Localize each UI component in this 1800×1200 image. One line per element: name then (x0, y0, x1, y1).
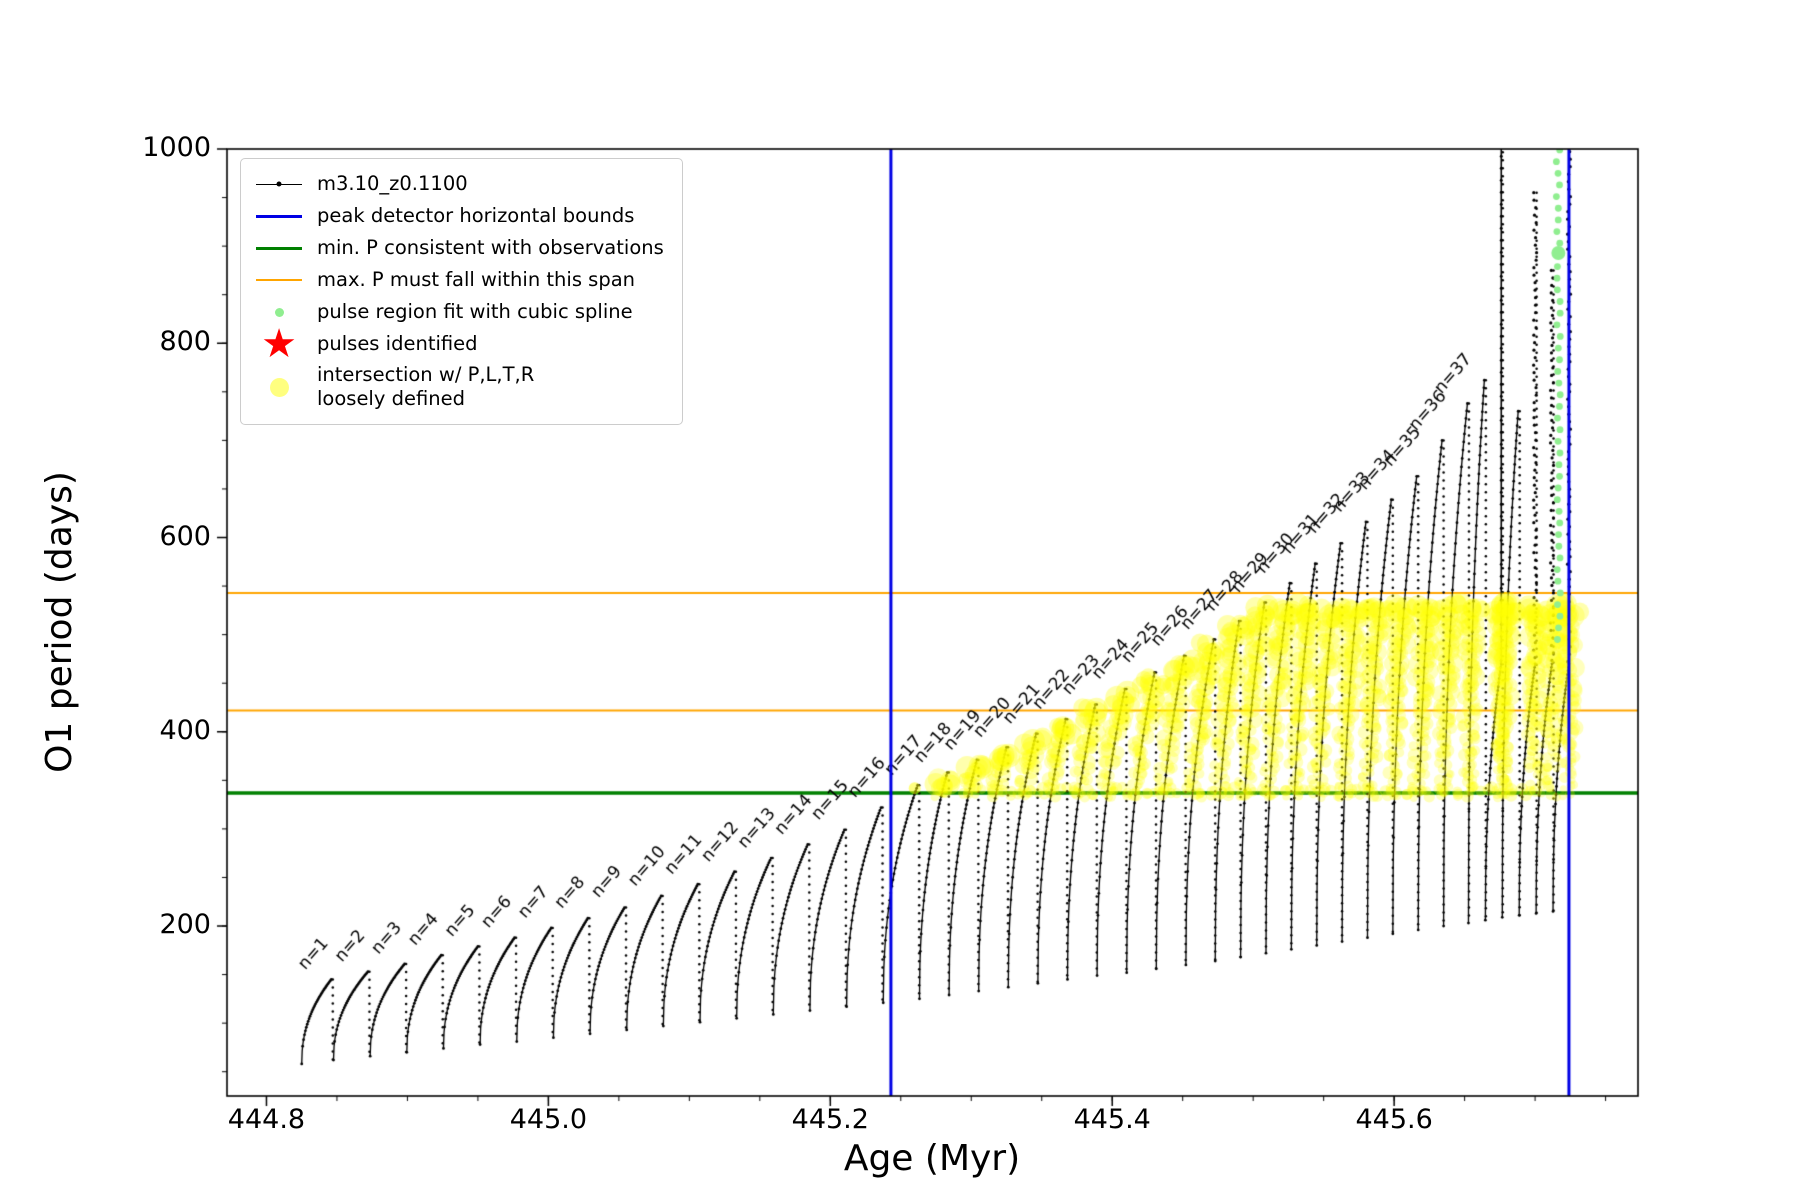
green-dot-marker-icon (253, 307, 305, 317)
legend-item-max-p: max. P must fall within this span (253, 267, 664, 293)
legend-item-track: m3.10_z0.1100 (253, 171, 664, 197)
legend-item-min-p: min. P consistent with observations (253, 235, 664, 261)
legend-label: max. P must fall within this span (317, 267, 636, 291)
orange-line-marker-icon (253, 279, 305, 281)
legend-label: m3.10_z0.1100 (317, 171, 468, 195)
x-tick-label: 445.0 (509, 1104, 588, 1135)
y-axis-label: O1 period (days) (39, 471, 80, 773)
legend-label: min. P consistent with observations (317, 235, 664, 259)
legend-item-intersection: intersection w/ P,L,T,R loosely defined (253, 363, 664, 412)
yellow-dot-marker-icon (253, 377, 305, 397)
y-tick-label: 800 (159, 326, 211, 358)
legend-label: pulse region fit with cubic spline (317, 299, 633, 323)
y-tick-label: 1000 (142, 132, 211, 163)
blue-line-marker-icon (253, 214, 305, 218)
legend-item-pulses: ★ pulses identified (253, 321, 664, 367)
black-line-dot-marker-icon (253, 181, 305, 187)
legend-label: pulses identified (317, 331, 478, 355)
legend-item-peak-bounds: peak detector horizontal bounds (253, 203, 664, 229)
y-tick-label: 400 (159, 714, 211, 746)
green-line-marker-icon (253, 246, 305, 250)
x-tick-label: 445.2 (791, 1104, 869, 1135)
x-axis-label: Age (Myr) (843, 1138, 1021, 1179)
x-tick-label: 445.4 (1073, 1104, 1151, 1135)
x-tick-label: 445.6 (1355, 1104, 1433, 1135)
red-star-icon: ★ (261, 321, 297, 367)
x-tick-label: 444.8 (227, 1104, 306, 1135)
y-tick-label: 600 (159, 520, 211, 552)
legend-label: peak detector horizontal bounds (317, 203, 635, 227)
legend-label: intersection w/ P,L,T,R loosely defined (317, 363, 535, 411)
legend: m3.10_z0.1100 peak detector horizontal b… (240, 158, 683, 425)
legend-item-spline: pulse region fit with cubic spline (253, 299, 664, 325)
y-tick-label: 200 (159, 909, 211, 941)
